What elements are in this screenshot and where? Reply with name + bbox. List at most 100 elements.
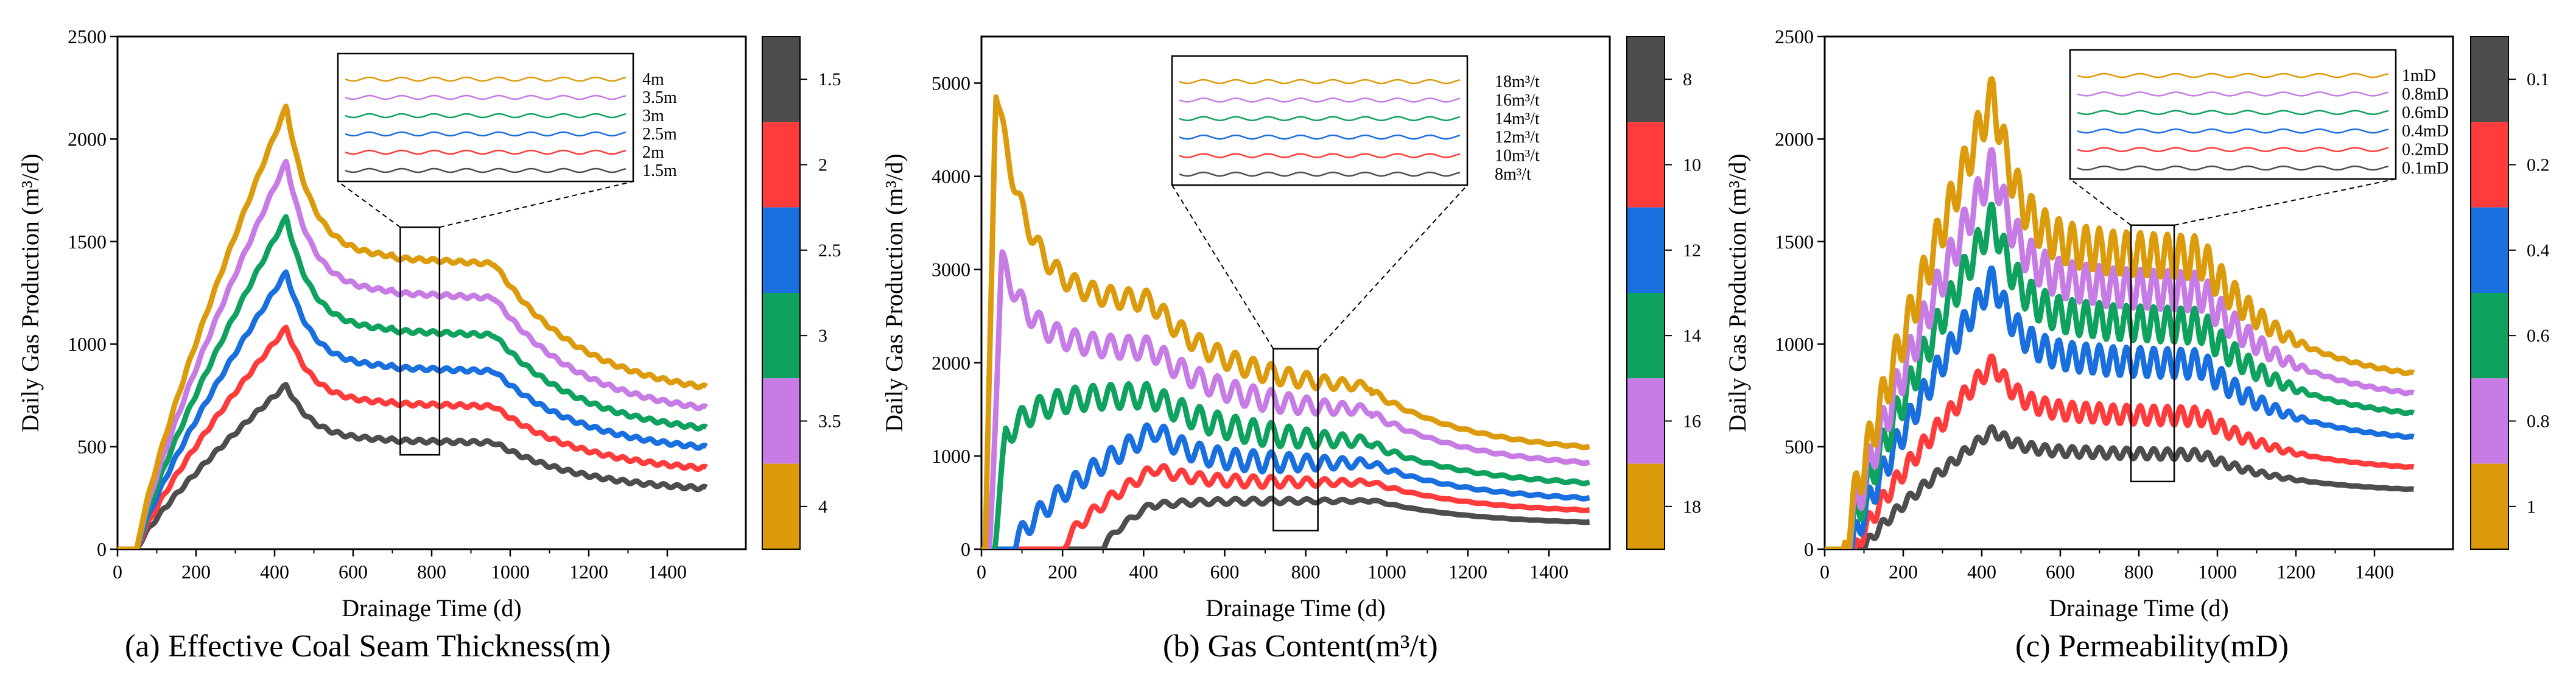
- inset-series-line: [1179, 97, 1461, 103]
- inset-series-line: [2077, 128, 2389, 134]
- caption-panel-c: (c) Permeability(mD): [2015, 629, 2289, 664]
- colorbar-label: 3.5: [818, 412, 841, 432]
- inset-series-line: [2077, 91, 2389, 97]
- x-tick-label: 0: [113, 561, 122, 583]
- x-tick-label: 200: [1048, 561, 1077, 583]
- inset-label: 0.8mD: [2402, 85, 2449, 104]
- series-line: [981, 381, 1592, 549]
- inset-label: 16m³/t: [1495, 91, 1540, 110]
- x-tick-label: 200: [1889, 561, 1918, 583]
- chart-panel-1: 0 200 400 600 800 1000 1200 1400 0 1000 2000 3000 40…: [880, 35, 1701, 622]
- x-tick-label: 800: [417, 561, 446, 583]
- inset-label: 2m: [642, 143, 664, 162]
- y-tick-label: 4000: [932, 166, 970, 188]
- x-tick-label: 600: [1210, 561, 1239, 583]
- colorbar-segment: [1627, 293, 1665, 379]
- series-line: [981, 249, 1592, 549]
- zoom-connector: [1171, 184, 1274, 349]
- colorbar-segment: [1627, 207, 1665, 293]
- colorbar-label: 0.8: [2527, 412, 2550, 432]
- x-tick-label: 1400: [2355, 561, 2394, 583]
- inset-series-line: [2077, 72, 2389, 79]
- inset-label: 0.4mD: [2402, 122, 2449, 141]
- inset-label: 0.6mD: [2402, 104, 2449, 122]
- y-tick-label: 0: [97, 538, 107, 560]
- inset-label: 8m³/t: [1495, 165, 1531, 184]
- inset-label: 3.5m: [642, 88, 677, 107]
- colorbar-label: 0.4: [2527, 240, 2550, 261]
- colorbar-label: 0.1: [2527, 69, 2550, 90]
- y-tick-label: 1500: [1775, 231, 1814, 253]
- x-tick-label: 800: [1291, 561, 1321, 583]
- inset-label: 0.2mD: [2402, 141, 2449, 160]
- series-line: [1825, 147, 2416, 549]
- x-axis-title: Drainage Time (d): [1206, 594, 1386, 622]
- colorbar-label: 18: [1683, 497, 1701, 517]
- plot-frame: [980, 35, 1611, 550]
- inset-label: 3m: [642, 107, 664, 125]
- series-line: [118, 269, 709, 549]
- x-tick-label: 1200: [2276, 561, 2315, 583]
- x-axis-title: Drainage Time (d): [2049, 594, 2229, 622]
- colorbar-segment: [2471, 463, 2508, 549]
- colorbar-segment: [762, 463, 800, 549]
- y-axis-title: Daily Gas Production (m³/d): [880, 153, 908, 432]
- inset-series-line: [2077, 165, 2389, 171]
- zoom-box: [399, 226, 441, 456]
- colorbar-label: 0.6: [2527, 326, 2550, 346]
- colorbar-segment: [762, 378, 800, 464]
- x-tick-label: 0: [1820, 561, 1830, 583]
- colorbar-label: 3: [818, 326, 827, 346]
- inset-series-line: [2077, 147, 2389, 152]
- series-line: [118, 104, 709, 549]
- colorbar-segment: [1627, 122, 1665, 208]
- colorbar-label: 16: [1683, 412, 1701, 432]
- y-tick-label: 3000: [932, 259, 970, 281]
- x-tick-label: 0: [977, 561, 986, 583]
- zoom-connector: [337, 181, 401, 228]
- zoom-connector: [1317, 184, 1468, 349]
- y-tick-label: 500: [77, 436, 107, 458]
- chart-panel-0: 0 200 400 600 800 1000 1200 1400 0 500 1000 1500 200…: [16, 26, 841, 622]
- inset-series-line: [345, 131, 626, 137]
- inset-label: 12m³/t: [1495, 128, 1540, 147]
- zoom-connector: [2174, 178, 2396, 226]
- series-line: [1825, 353, 2416, 549]
- x-tick-label: 400: [1967, 561, 1996, 583]
- colorbar-label: 2.5: [818, 240, 841, 261]
- series-group: [1825, 76, 2416, 549]
- inset-series-line: [345, 76, 626, 82]
- y-tick-label: 2500: [1775, 26, 1814, 47]
- x-tick-label: 1000: [2198, 561, 2237, 583]
- series-line: [118, 158, 709, 549]
- x-axis-title: Drainage Time (d): [342, 594, 522, 622]
- colorbar-label: 1.5: [818, 69, 841, 90]
- colorbar-label: 2: [818, 155, 827, 175]
- colorbar-label: 4: [818, 497, 827, 517]
- colorbar-segment: [2471, 37, 2508, 122]
- y-tick-label: 2000: [68, 128, 107, 150]
- y-axis-title: Daily Gas Production (m³/d): [1724, 153, 1751, 432]
- y-tick-label: 1000: [932, 445, 970, 467]
- y-tick-label: 2500: [68, 26, 107, 47]
- colorbar-segment: [2471, 122, 2508, 208]
- x-tick-label: 1000: [1367, 561, 1406, 583]
- x-tick-label: 800: [2124, 561, 2153, 583]
- colorbar-label: 8: [1683, 69, 1692, 90]
- y-tick-label: 5000: [932, 72, 970, 94]
- colorbar-label: 1: [2527, 497, 2536, 517]
- x-tick-label: 1200: [569, 561, 608, 583]
- y-tick-label: 1500: [68, 231, 107, 253]
- series-line: [1825, 76, 2416, 549]
- colorbar-label: 12: [1683, 240, 1701, 261]
- inset-series-line: [1179, 171, 1461, 177]
- colorbar-segment: [1627, 37, 1665, 122]
- colorbar-segment: [2471, 207, 2508, 293]
- colorbar-frame: [2470, 36, 2509, 550]
- inset-series-line: [1179, 153, 1461, 158]
- inset-label: 0.1mD: [2402, 159, 2449, 178]
- x-tick-label: 400: [260, 561, 289, 583]
- inset-series-line: [345, 113, 626, 119]
- series-line: [1825, 265, 2416, 549]
